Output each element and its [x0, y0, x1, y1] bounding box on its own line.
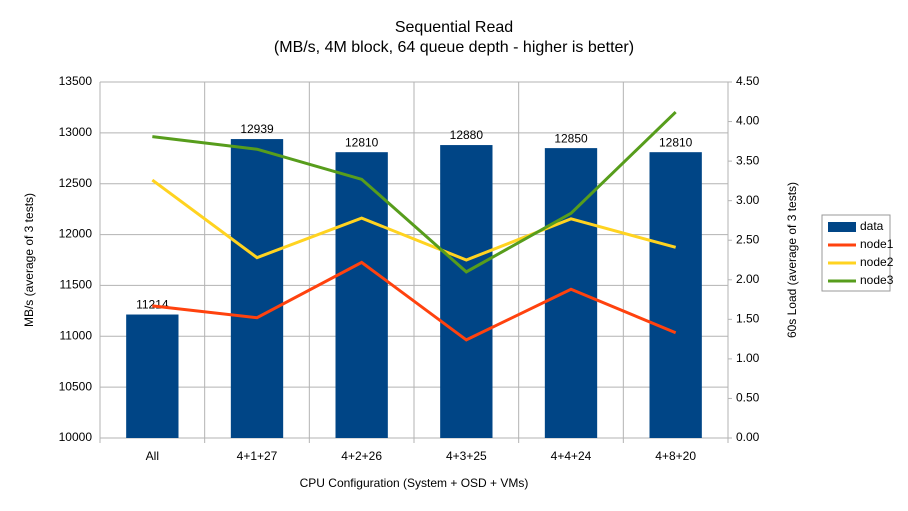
- y-tick-label: 12500: [59, 176, 93, 190]
- y-tick-label: 13500: [59, 74, 93, 88]
- line-series: [152, 110, 677, 274]
- y-tick-label: 11000: [60, 328, 93, 342]
- data-label: 12810: [659, 135, 693, 149]
- legend-label: node3: [860, 273, 894, 287]
- bar: [230, 139, 284, 439]
- x-tick-label: 4+3+25: [446, 449, 487, 463]
- bar: [440, 145, 493, 438]
- y-tick-label: 10000: [59, 430, 93, 444]
- x-tick-label: All: [146, 449, 159, 463]
- data-label: 12880: [450, 128, 484, 142]
- y2-tick-label: 4.00: [736, 114, 760, 128]
- data-label: 12939: [240, 122, 274, 136]
- chart-title: Sequential Read: [395, 19, 513, 36]
- x-tick-label: 4+4+24: [551, 449, 592, 463]
- bar: [544, 148, 598, 438]
- legend-label: node1: [860, 237, 894, 251]
- x-axis-title: CPU Configuration (System + OSD + VMs): [300, 476, 529, 490]
- y2-tick-label: 4.50: [736, 74, 760, 88]
- data-label: 12810: [345, 135, 379, 149]
- y2-tick-label: 3.00: [736, 193, 760, 207]
- x-tick-label: 4+1+27: [237, 449, 278, 463]
- y2-tick-label: 2.00: [736, 272, 760, 286]
- y2-tick-label: 3.50: [736, 153, 760, 167]
- legend-swatch: [828, 222, 856, 232]
- y-tick-label: 12000: [59, 227, 93, 241]
- bar: [335, 152, 388, 438]
- y-tick-label: 10500: [59, 379, 93, 393]
- bar: [126, 314, 179, 438]
- bar: [649, 152, 702, 438]
- y-tick-label: 13000: [59, 125, 93, 139]
- line-series: [152, 260, 677, 342]
- chart-subtitle: (MB/s, 4M block, 64 queue depth - higher…: [274, 39, 634, 56]
- y2-axis-title: 60s Load (average of 3 tests): [785, 182, 799, 338]
- legend-label: node2: [860, 255, 894, 269]
- line-series: [151, 178, 677, 262]
- y2-tick-label: 2.50: [736, 232, 760, 246]
- y-tick-label: 11500: [60, 278, 93, 292]
- x-tick-label: 4+2+26: [341, 449, 382, 463]
- y2-tick-label: 1.50: [736, 312, 760, 326]
- y-axis-title: MB/s (average of 3 tests): [22, 193, 36, 327]
- y2-tick-label: 1.00: [736, 351, 760, 365]
- data-label: 12850: [554, 131, 588, 145]
- x-tick-label: 4+8+20: [655, 449, 696, 463]
- y2-tick-label: 0.00: [736, 430, 760, 444]
- y2-tick-label: 0.50: [736, 391, 760, 405]
- legend-label: data: [860, 219, 884, 233]
